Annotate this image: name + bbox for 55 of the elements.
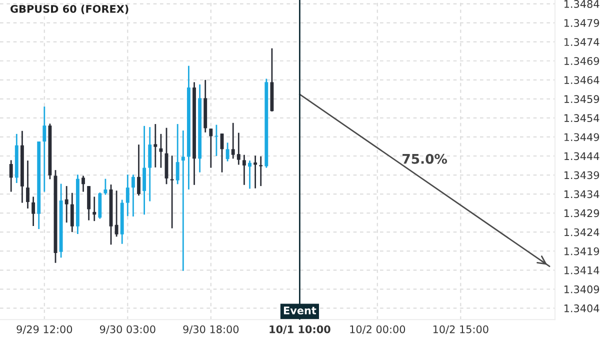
candlestick	[248, 160, 252, 190]
y-tick-label: 1.3474	[564, 38, 600, 46]
y-tick-label: 1.3449	[564, 133, 600, 142]
y-tick-label: 1.3439	[564, 171, 600, 180]
x-tick-label: 10/1 10:00	[270, 325, 330, 334]
y-tick-label: 1.3424	[564, 228, 600, 236]
x-tick-label: 10/2 00:00	[350, 325, 406, 334]
candlestick	[131, 174, 135, 218]
candlestick	[231, 122, 235, 160]
y-tick-label: 1.3469	[564, 57, 600, 65]
annotation: 75.0%	[402, 154, 448, 164]
candlestick	[87, 185, 91, 221]
candlestick	[92, 196, 96, 222]
candlestick	[64, 185, 68, 224]
y-tick-label: 1.3484	[564, 0, 600, 8]
y-tick-label: 1.3404	[564, 304, 600, 312]
y-tick-label: 1.3419	[564, 247, 600, 256]
candlestick	[42, 106, 46, 192]
y-tick-label: 1.3414	[564, 266, 600, 274]
candlestick	[26, 160, 30, 210]
candlestick	[159, 133, 163, 168]
candlestick	[137, 144, 140, 196]
x-tick-label: 9/29 12:00	[16, 325, 72, 334]
y-tick-label: 1.3409	[564, 285, 600, 294]
candlestick	[242, 154, 246, 186]
y-tick-label: 1.3479	[564, 19, 600, 27]
candlestick	[148, 126, 152, 202]
candlestick	[154, 123, 158, 168]
candlestick	[170, 154, 174, 229]
y-tick-label: 1.3434	[564, 190, 600, 198]
y-tick-label: 1.3464	[564, 76, 600, 84]
y-tick-label: 1.3454	[564, 114, 600, 122]
ref-line-label: Event	[284, 306, 316, 314]
candlestick	[70, 192, 74, 233]
candlestick	[126, 174, 130, 217]
candlestick	[114, 190, 118, 238]
candlestick	[176, 123, 180, 185]
candlestick	[236, 132, 240, 166]
candlestick	[259, 156, 263, 187]
candlestick	[181, 130, 185, 272]
y-tick-label: 1.3444	[564, 152, 600, 160]
candlestick	[9, 159, 13, 192]
candlestick	[142, 125, 146, 216]
x-tick-label: 9/30 18:00	[183, 325, 239, 334]
candlestick	[226, 142, 230, 162]
x-tick-label: 10/2 15:00	[433, 325, 488, 334]
candlestick	[82, 175, 85, 192]
candlestick	[32, 196, 36, 227]
chart-title: GBPUSD 60 (FOREX)	[10, 4, 128, 14]
y-tick-label: 1.3459	[564, 95, 600, 104]
y-tick-label: 1.3429	[564, 209, 600, 218]
candlestick	[104, 178, 108, 196]
candlestick	[209, 128, 213, 168]
x-tick-label: 9/30 03:00	[100, 325, 156, 334]
candlestick	[254, 154, 258, 190]
